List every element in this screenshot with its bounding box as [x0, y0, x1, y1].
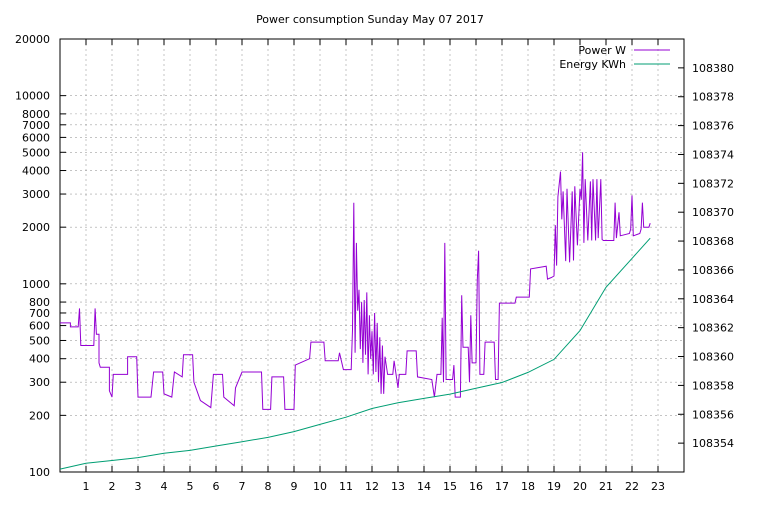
x-tick-label: 11	[339, 480, 353, 493]
y-tick-label: 20000	[15, 33, 50, 46]
x-tick-label: 12	[365, 480, 379, 493]
y-tick-label: 8000	[22, 108, 50, 121]
x-tick-label: 18	[521, 480, 535, 493]
y2-tick-label: 108378	[692, 91, 734, 104]
x-tick-label: 2	[109, 480, 116, 493]
x-tick-label: 15	[443, 480, 457, 493]
y-tick-label: 300	[29, 376, 50, 389]
legend-label-power: Power W	[578, 44, 626, 57]
x-tick-label: 5	[187, 480, 194, 493]
x-tick-label: 21	[599, 480, 613, 493]
y-tick-label: 5000	[22, 146, 50, 159]
y-tick-label: 500	[29, 334, 50, 347]
y-tick-label: 400	[29, 353, 50, 366]
x-tick-label: 20	[573, 480, 587, 493]
x-tick-label: 17	[495, 480, 509, 493]
y-tick-label: 7000	[22, 119, 50, 132]
x-tick-label: 19	[547, 480, 561, 493]
y-tick-label: 800	[29, 296, 50, 309]
series-line-energy	[59, 237, 651, 470]
y2-tick-label: 108374	[692, 148, 734, 161]
x-tick-label: 16	[469, 480, 483, 493]
y2-tick-label: 108354	[692, 437, 734, 450]
y2-tick-label: 108356	[692, 408, 734, 421]
x-tick-label: 9	[291, 480, 298, 493]
series-layer	[59, 152, 651, 470]
x-tick-label: 13	[391, 480, 405, 493]
x-tick-label: 1	[83, 480, 90, 493]
x-tick-label: 4	[161, 480, 168, 493]
y-tick-label: 2000	[22, 221, 50, 234]
series-line-power	[60, 152, 651, 410]
x-tick-label: 3	[135, 480, 142, 493]
grid	[60, 39, 684, 472]
y-tick-label: 600	[29, 320, 50, 333]
x-tick-label: 23	[651, 480, 665, 493]
legend-label-energy: Energy KWh	[559, 58, 626, 71]
x-tick-label: 7	[239, 480, 246, 493]
y2-tick-label: 108370	[692, 206, 734, 219]
axes: 1 2 3 4 5 6 7 8 9 10 11 12 13 14 15 16 17 18 19 20 21 22 23100…	[15, 33, 734, 493]
y2-tick-label: 108372	[692, 177, 734, 190]
y2-tick-label: 108360	[692, 351, 734, 364]
y-tick-label: 4000	[22, 165, 50, 178]
y2-tick-label: 108368	[692, 235, 734, 248]
chart-title: Power consumption Sunday May 07 2017	[256, 13, 484, 26]
y-tick-label: 6000	[22, 131, 50, 144]
y-tick-label: 3000	[22, 188, 50, 201]
x-tick-label: 6	[213, 480, 220, 493]
y-tick-label: 100	[29, 466, 50, 479]
y2-tick-label: 108358	[692, 379, 734, 392]
y2-tick-label: 108376	[692, 120, 734, 133]
x-tick-label: 14	[417, 480, 431, 493]
y-tick-label: 200	[29, 409, 50, 422]
x-tick-label: 8	[265, 480, 272, 493]
y2-tick-label: 108362	[692, 322, 734, 335]
y2-tick-label: 108364	[692, 293, 734, 306]
y2-tick-label: 108366	[692, 264, 734, 277]
y2-tick-label: 108380	[692, 62, 734, 75]
legend: Power W Energy KWh	[559, 44, 670, 71]
y-tick-label: 700	[29, 307, 50, 320]
x-tick-label: 10	[313, 480, 327, 493]
y-tick-label: 1000	[22, 278, 50, 291]
y-tick-label: 10000	[15, 90, 50, 103]
x-tick-label: 22	[625, 480, 639, 493]
